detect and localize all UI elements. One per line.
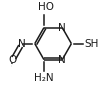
Text: N: N bbox=[58, 55, 66, 65]
Text: H₂N: H₂N bbox=[34, 73, 54, 83]
Text: SH: SH bbox=[84, 39, 99, 49]
Text: O: O bbox=[9, 55, 17, 65]
Text: N: N bbox=[18, 39, 26, 49]
Text: HO: HO bbox=[38, 2, 54, 12]
Text: N: N bbox=[58, 23, 66, 33]
